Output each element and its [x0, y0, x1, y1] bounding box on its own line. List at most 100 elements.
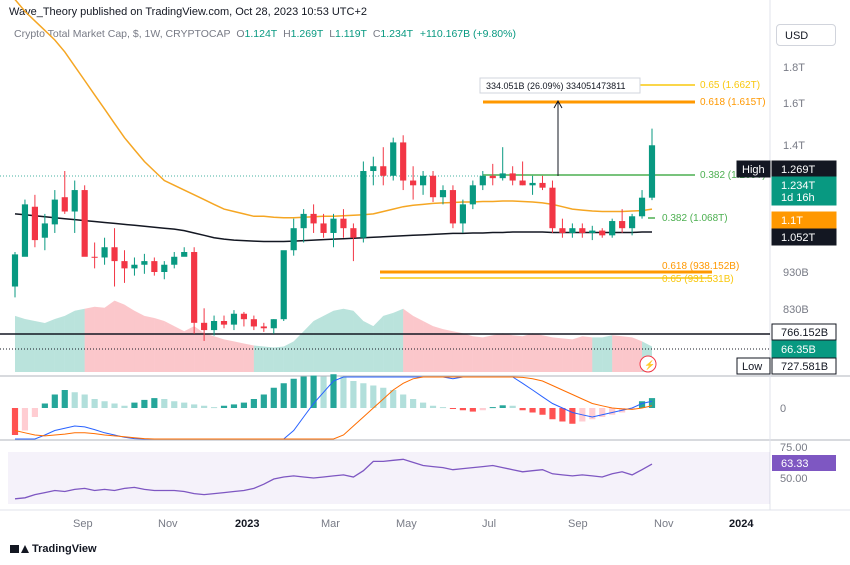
macd-histogram-bar [609, 408, 616, 415]
y-tick-label: 1.6T [783, 98, 805, 110]
fib-level-label: 0.618 (1.615T) [700, 97, 766, 108]
volume-area-segment [293, 331, 304, 372]
y-tick-label: 830B [783, 304, 809, 316]
volume-area-segment [472, 336, 483, 372]
candle-body [181, 252, 188, 257]
candle-body [360, 171, 367, 238]
price-label-value: 1.234T [781, 180, 816, 192]
symbol-name[interactable]: Crypto Total Market Cap, $, 1W, CRYPTOCA… [14, 28, 231, 40]
price-label-title: High [742, 164, 765, 176]
candle-body [489, 175, 496, 179]
macd-histogram-bar [509, 405, 516, 408]
macd-histogram-bar [270, 387, 277, 408]
candle-body [71, 190, 78, 212]
candle-body [599, 230, 606, 236]
price-label-value: 66.35B [781, 344, 816, 356]
candle-body [439, 190, 447, 198]
macd-histogram-bar [529, 408, 536, 413]
macd-histogram-bar [539, 408, 546, 415]
macd-histogram-bar [41, 403, 48, 408]
volume-area-segment [44, 318, 55, 372]
candle-body [151, 261, 158, 272]
candle-body [350, 228, 357, 238]
candle-body [91, 256, 98, 258]
macd-histogram-bar [449, 408, 457, 409]
macd-histogram-bar [21, 408, 29, 431]
volume-area-segment [124, 304, 135, 372]
price-label-box [771, 357, 837, 375]
volume-area-segment [253, 345, 264, 372]
volume-area-segment [403, 308, 414, 372]
macd-histogram-bar [210, 407, 218, 409]
macd-histogram-bar [51, 394, 58, 408]
x-tick-label: Jul [482, 518, 496, 530]
candle-body [201, 322, 208, 331]
macd-histogram-bar [370, 385, 377, 408]
fib-level-label: 0.382 (1.068T) [662, 213, 728, 224]
macd-histogram-bar [559, 408, 566, 422]
macd-histogram-bar [260, 394, 267, 408]
rsi-band [8, 452, 770, 504]
tradingview-logo-icon [10, 544, 29, 554]
candle-body [609, 221, 616, 236]
candle-body [220, 321, 228, 325]
candle-body [419, 175, 427, 186]
volume-area-segment [582, 336, 593, 372]
candle-body [101, 247, 108, 258]
open-value: 1.124T [244, 28, 278, 40]
macd-histogram-bar [131, 402, 138, 408]
candle-body [81, 190, 88, 257]
candle-body [310, 213, 317, 224]
candle-body [400, 142, 407, 181]
macd-histogram-bar [101, 401, 108, 408]
volume-area-segment [592, 337, 603, 372]
volume-area-segment [114, 300, 125, 372]
candle-body [250, 319, 257, 327]
currency-selector[interactable]: USD [776, 24, 836, 46]
macd-histogram-bar [390, 390, 397, 408]
fib-level-label: 0.65 (931.531B) [662, 274, 734, 285]
event-badge-glyph: ⚡ [644, 359, 655, 371]
measure-label: 334.051B (26.09%) 3340514738​11 [486, 81, 625, 91]
candle-body [260, 326, 267, 329]
candle-body [509, 173, 516, 181]
price-label-title-box [736, 160, 771, 178]
candle-body [191, 252, 198, 323]
volume-area-segment [393, 308, 404, 372]
macd-histogram-bar [220, 405, 228, 408]
candle-body [290, 228, 297, 251]
volume-area-segment [602, 335, 613, 372]
price-label-title: Low [742, 361, 762, 373]
macd-histogram-bar [31, 408, 38, 417]
macd-histogram-bar [161, 399, 168, 408]
candle-body [559, 228, 566, 233]
y-tick-label: 930B [783, 267, 809, 279]
volume-area-segment [263, 346, 274, 372]
macd-histogram-bar [181, 402, 188, 408]
macd-histogram-bar [61, 390, 68, 408]
volume-area-segment [502, 333, 513, 372]
candle-body [270, 319, 277, 329]
volume-area-segment [462, 333, 473, 372]
candle-body [579, 228, 586, 233]
candle-body [21, 204, 29, 257]
tradingview-logo[interactable]: TradingView [10, 543, 97, 555]
volume-area-segment [622, 336, 633, 372]
price-label-value: 1.269T [781, 164, 816, 176]
measure-arrowhead [553, 99, 563, 109]
volume-area-segment [54, 315, 65, 372]
x-tick-label: Sep [73, 518, 93, 530]
price-label-box [771, 211, 837, 229]
fib-level-label: 0.65 (1.662T) [700, 80, 760, 91]
candle-body [330, 218, 337, 233]
volume-area-segment [34, 321, 45, 372]
price-label-box [771, 323, 837, 341]
high-value: 1.269T [290, 28, 324, 40]
macd-histogram-bar [250, 399, 257, 408]
event-badge-icon [639, 355, 657, 373]
volume-area-segment [532, 333, 543, 372]
candle-body [449, 190, 457, 224]
candle-body [240, 313, 248, 320]
macd-histogram-bar [141, 399, 148, 408]
